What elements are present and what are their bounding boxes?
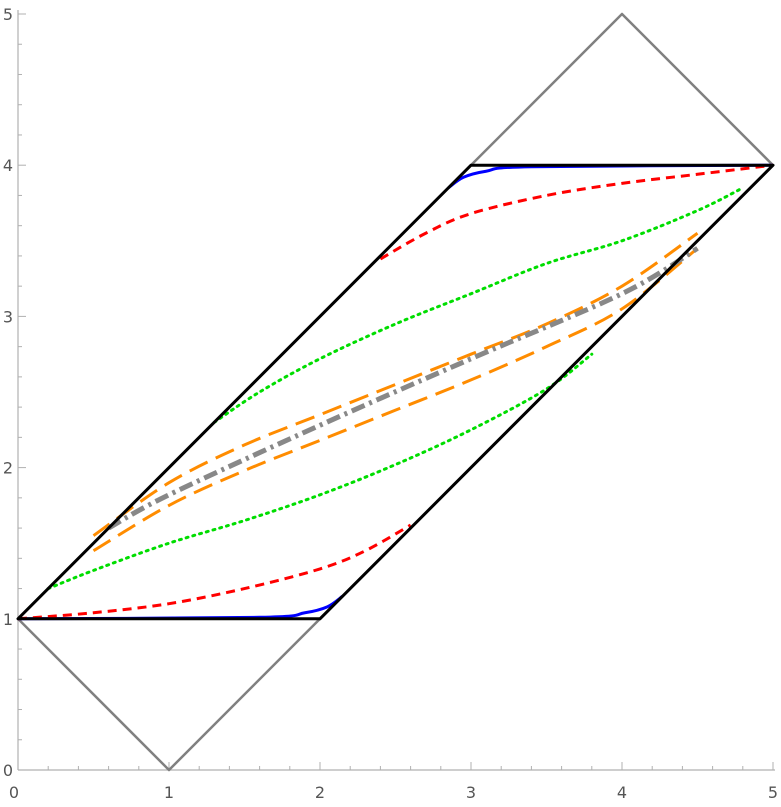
x-tick-label: 1 xyxy=(164,783,174,802)
series-line-6 xyxy=(46,352,594,591)
x-tick-label: 0 xyxy=(9,783,19,802)
x-tick-label: 4 xyxy=(617,783,627,802)
x-tick-label: 5 xyxy=(768,783,778,802)
series-line-10 xyxy=(107,246,699,531)
series-line-11 xyxy=(16,163,775,621)
series-line-9 xyxy=(92,247,699,553)
y-tick-label: 4 xyxy=(3,156,13,175)
y-tick-label: 0 xyxy=(3,761,13,780)
y-tick-label: 3 xyxy=(3,307,13,326)
tick-labels: 0 1 2 3 4 5 0 1 2 3 4 5 xyxy=(3,5,778,802)
y-tick-label: 5 xyxy=(3,5,13,24)
series-line-7 xyxy=(212,186,745,424)
y-tick-label: 1 xyxy=(3,610,13,629)
series-line-5 xyxy=(379,163,774,261)
x-tick-label: 3 xyxy=(466,783,476,802)
axes xyxy=(17,10,775,771)
x-tick-label: 2 xyxy=(315,783,325,802)
y-tick-label: 2 xyxy=(3,459,13,478)
series-line-4 xyxy=(17,523,412,621)
series-line-8 xyxy=(92,232,699,537)
series-layer xyxy=(16,12,775,772)
